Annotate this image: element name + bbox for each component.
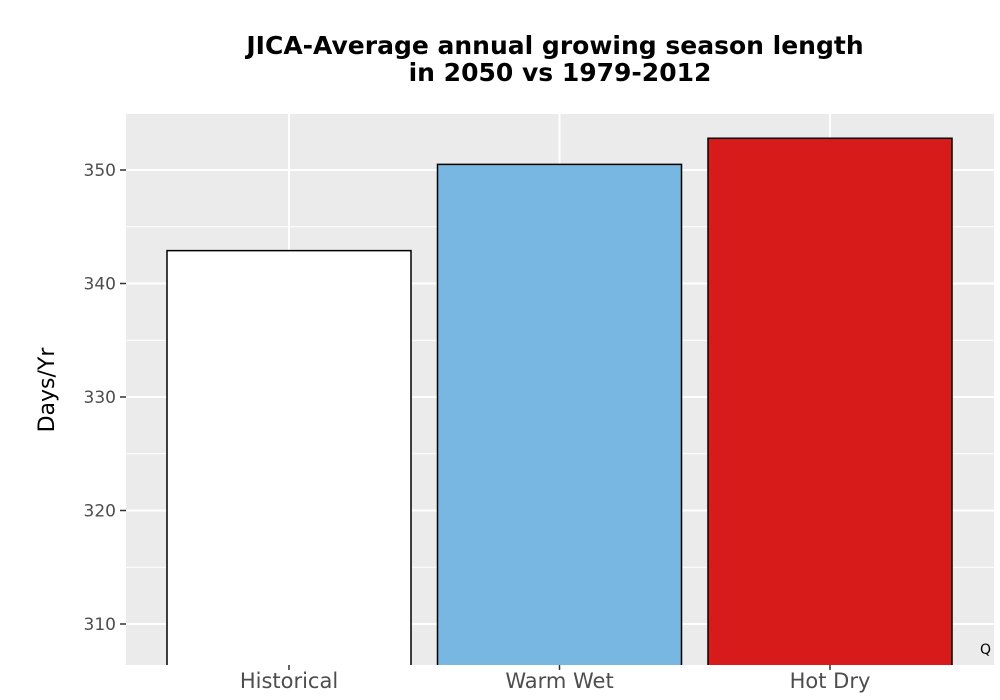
y-axis: 310 320 330 340 350	[84, 161, 126, 635]
x-tick-label: Warm Wet	[505, 669, 613, 693]
y-tick-label: 310	[84, 615, 116, 635]
bars	[166, 137, 953, 665]
y-tick-label: 340	[84, 275, 116, 295]
bar-hot-dry	[707, 137, 953, 665]
chart-title-line-1: JICA-Average annual growing season lengt…	[244, 31, 863, 60]
x-tick-label: Historical	[240, 669, 338, 693]
y-tick-label: 350	[84, 161, 116, 181]
x-tick-label: Hot Dry	[790, 669, 871, 693]
bar-historical	[166, 249, 412, 665]
y-tick-label: 330	[84, 388, 116, 408]
corner-label: Q	[980, 642, 991, 658]
chart-title-line-2: in 2050 vs 1979-2012	[409, 58, 712, 87]
x-axis: Historical Warm Wet Hot Dry	[240, 665, 871, 693]
y-axis-label: Days/Yr	[35, 347, 60, 433]
bar-warm-wet	[436, 163, 683, 665]
y-tick-label: 320	[84, 502, 116, 522]
